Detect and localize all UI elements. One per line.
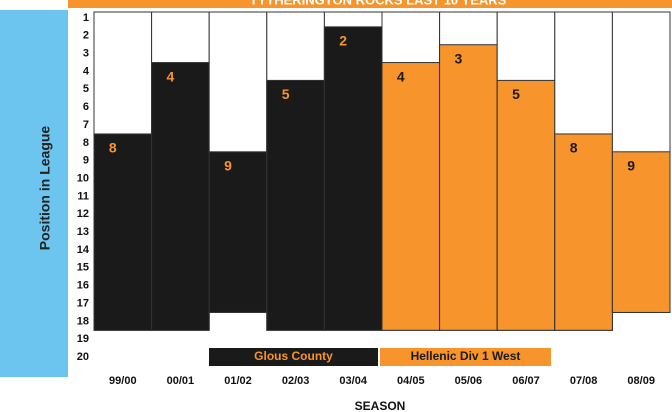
value-label: 3 bbox=[455, 50, 463, 66]
y-tick-label: 15 bbox=[77, 262, 89, 274]
y-tick-label: 5 bbox=[83, 83, 89, 95]
bar bbox=[93, 133, 153, 331]
y-tick-label: 11 bbox=[77, 190, 89, 202]
y-axis-label: Position in League bbox=[37, 126, 53, 251]
x-tick-label: 01/02 bbox=[224, 375, 252, 387]
y-tick-label: 1 bbox=[83, 12, 89, 24]
value-label: 2 bbox=[339, 33, 347, 49]
y-tick-label: 3 bbox=[83, 48, 89, 60]
value-label: 5 bbox=[282, 86, 290, 102]
x-tick-label: 04/05 bbox=[397, 375, 425, 387]
x-tick-label: 99/00 bbox=[109, 375, 137, 387]
y-tick-label: 20 bbox=[77, 351, 89, 363]
y-tick-label: 17 bbox=[77, 297, 89, 309]
legend-swatch bbox=[209, 348, 378, 366]
value-label: 8 bbox=[109, 140, 117, 156]
bar bbox=[381, 62, 441, 331]
bar bbox=[554, 133, 613, 331]
legend-label: Hellenic Div 1 West bbox=[411, 349, 521, 363]
y-tick-label: 8 bbox=[83, 137, 89, 149]
y-tick-label: 19 bbox=[77, 333, 89, 345]
y-tick-label: 10 bbox=[77, 172, 89, 184]
bar bbox=[266, 79, 325, 331]
y-tick-label: 12 bbox=[77, 208, 89, 220]
bar bbox=[208, 151, 268, 313]
x-tick-label: 05/06 bbox=[455, 375, 483, 387]
y-tick-label: 18 bbox=[77, 315, 89, 327]
x-tick-label: 08/09 bbox=[627, 375, 655, 387]
bar bbox=[151, 62, 210, 331]
value-label: 8 bbox=[570, 140, 578, 156]
value-label: 4 bbox=[167, 68, 175, 84]
bar bbox=[611, 151, 671, 313]
chart-title: TYTHERINGTON ROCKS LAST 10 YEARS bbox=[250, 0, 507, 7]
y-tick-label: 14 bbox=[77, 244, 90, 256]
legend-swatch bbox=[380, 348, 551, 366]
bar bbox=[496, 79, 556, 331]
y-tick-label: 2 bbox=[83, 30, 89, 42]
y-tick-label: 9 bbox=[83, 155, 89, 167]
x-tick-label: 00/01 bbox=[167, 375, 195, 387]
value-label: 9 bbox=[224, 158, 232, 174]
value-label: 9 bbox=[627, 158, 635, 174]
axis-panel bbox=[0, 10, 68, 377]
x-tick-label: 07/08 bbox=[570, 375, 598, 387]
y-tick-label: 13 bbox=[77, 226, 89, 238]
bar bbox=[323, 26, 383, 331]
value-label: 5 bbox=[512, 86, 520, 102]
x-tick-label: 03/04 bbox=[339, 375, 367, 387]
x-axis-label: SEASON bbox=[355, 399, 406, 412]
y-tick-label: 16 bbox=[77, 280, 89, 292]
y-tick-label: 6 bbox=[83, 101, 89, 113]
y-tick-label: 7 bbox=[83, 119, 89, 131]
title-bar bbox=[68, 0, 672, 8]
legend-label: Glous County bbox=[254, 349, 333, 363]
value-label: 4 bbox=[397, 68, 405, 84]
x-tick-label: 02/03 bbox=[282, 375, 310, 387]
bar bbox=[439, 44, 498, 331]
x-tick-label: 06/07 bbox=[512, 375, 540, 387]
y-tick-label: 4 bbox=[83, 65, 90, 77]
